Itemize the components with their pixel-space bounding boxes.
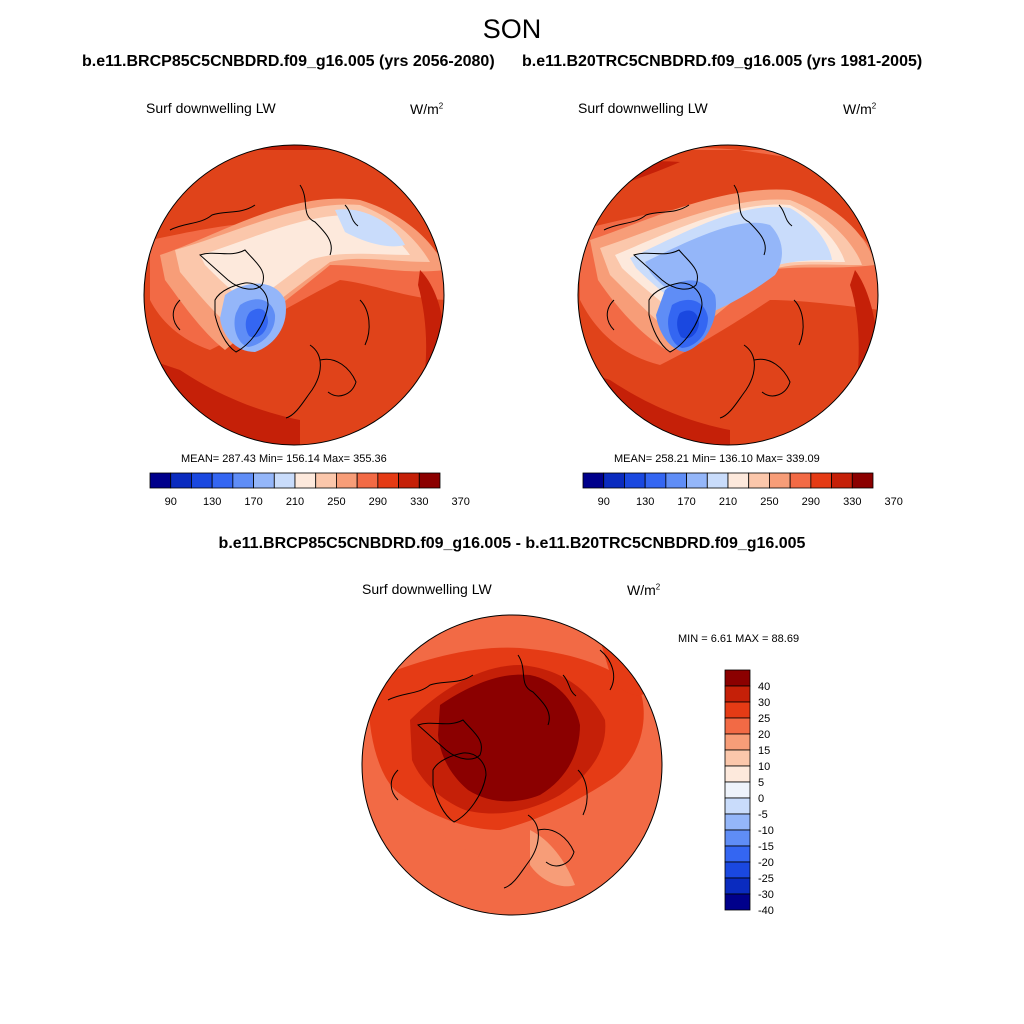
right-polar-map (577, 144, 879, 446)
diff-units-label: W/m2 (627, 582, 661, 598)
colorbar-tick-label: 210 (719, 496, 737, 508)
colorbar-box (315, 472, 337, 489)
right-case-title: b.e11.B20TRC5CNBDRD.f09_g16.005 (yrs 198… (522, 53, 923, 70)
colorbar-tick-label: 330 (410, 496, 428, 508)
figure-title: SON (482, 14, 542, 44)
colorbar-tick-label: 370 (452, 496, 470, 508)
colorbar-tick-label: 370 (885, 496, 903, 508)
colorbar-box (724, 797, 751, 815)
colorbar-box (851, 472, 874, 489)
colorbar-tick-label: 5 (758, 777, 764, 789)
colorbar-box (810, 472, 832, 489)
colorbar-box (149, 472, 172, 489)
colorbar-box (665, 472, 687, 489)
colorbar-box (789, 472, 812, 489)
left-variable-label: Surf downwelling LW (146, 100, 276, 116)
colorbar-tick-label: -5 (758, 809, 768, 821)
colorbar-tick-label: -20 (758, 857, 774, 869)
colorbar-box (418, 472, 441, 489)
colorbar-box (706, 472, 729, 489)
colorbar-tick-label: -30 (758, 889, 774, 901)
colorbar-tick-label: -10 (758, 825, 774, 837)
colorbar-box (603, 472, 625, 489)
colorbar-box (624, 472, 646, 489)
colorbar-tick-label: 10 (758, 761, 770, 773)
difference-colorbar: 40 30 25 20 15 10 5 0 -5 -10 -15 -20 -25 -30 -40 (724, 669, 774, 917)
colorbar-tick-label: 210 (286, 496, 304, 508)
colorbar-box (294, 472, 317, 489)
colorbar-box (170, 472, 192, 489)
colorbar-tick-label: 0 (758, 793, 764, 805)
right-colorbar: 90 130 170 210 250 290 330 370 (582, 472, 903, 508)
colorbar-box (356, 472, 379, 489)
colorbar-box (724, 669, 751, 687)
left-stats: MEAN= 287.43 Min= 156.14 Max= 355.36 (181, 453, 387, 465)
colorbar-box (644, 472, 667, 489)
colorbar-tick-label: 40 (758, 681, 770, 693)
colorbar-tick-label: 30 (758, 697, 770, 709)
left-case-title: b.e11.BRCP85C5CNBDRD.f09_g16.005 (yrs 20… (82, 53, 495, 70)
right-stats: MEAN= 258.21 Min= 136.10 Max= 339.09 (614, 453, 820, 465)
colorbar-box (232, 472, 254, 489)
colorbar-box (724, 877, 751, 895)
colorbar-box (253, 472, 275, 489)
colorbar-tick-label: 170 (677, 496, 695, 508)
colorbar-tick-label: 25 (758, 713, 770, 725)
diff-stats: MIN = 6.61 MAX = 88.69 (678, 633, 800, 645)
colorbar-box (273, 472, 296, 489)
difference-polar-map (361, 614, 663, 916)
colorbar-box (724, 749, 751, 767)
colorbar-box (724, 893, 751, 911)
colorbar-box (724, 701, 751, 719)
colorbar-box (727, 472, 750, 489)
colorbar-box (831, 472, 853, 489)
colorbar-box (724, 765, 751, 783)
colorbar-box (769, 472, 791, 489)
colorbar-tick-label: 15 (758, 745, 770, 757)
colorbar-box (398, 472, 420, 489)
colorbar-box (191, 472, 213, 489)
colorbar-tick-label: 290 (369, 496, 387, 508)
colorbar-tick-label: 290 (802, 496, 820, 508)
colorbar-box (724, 717, 751, 735)
colorbar-box (748, 472, 770, 489)
colorbar-box (336, 472, 358, 489)
colorbar-tick-label: 90 (598, 496, 610, 508)
colorbar-tick-label: -40 (758, 905, 774, 917)
colorbar-tick-label: 250 (327, 496, 345, 508)
colorbar-tick-label: 20 (758, 729, 770, 741)
colorbar-box (724, 861, 751, 879)
right-variable-label: Surf downwelling LW (578, 100, 708, 116)
colorbar-tick-label: -15 (758, 841, 774, 853)
colorbar-box (724, 813, 751, 831)
colorbar-tick-label: 130 (636, 496, 654, 508)
colorbar-box (724, 845, 751, 863)
colorbar-box (211, 472, 234, 489)
colorbar-box (724, 685, 751, 703)
colorbar-box (686, 472, 708, 489)
colorbar-tick-label: 170 (244, 496, 262, 508)
colorbar-tick-label: 330 (843, 496, 861, 508)
colorbar-box (724, 829, 751, 847)
colorbar-tick-label: 250 (760, 496, 778, 508)
left-polar-map (143, 144, 445, 446)
colorbar-tick-label: -25 (758, 873, 774, 885)
colorbar-tick-label: 90 (165, 496, 177, 508)
diff-variable-label: Surf downwelling LW (362, 581, 492, 597)
left-units-label: W/m2 (410, 101, 444, 117)
colorbar-box (377, 472, 399, 489)
right-units-label: W/m2 (843, 101, 877, 117)
colorbar-tick-label: 130 (203, 496, 221, 508)
colorbar-box (724, 733, 751, 751)
colorbar-box (582, 472, 605, 489)
difference-title: b.e11.BRCP85C5CNBDRD.f09_g16.005 - b.e11… (218, 535, 806, 552)
left-colorbar: 90 130 170 210 250 290 330 370 (149, 472, 470, 508)
colorbar-box (724, 781, 751, 799)
